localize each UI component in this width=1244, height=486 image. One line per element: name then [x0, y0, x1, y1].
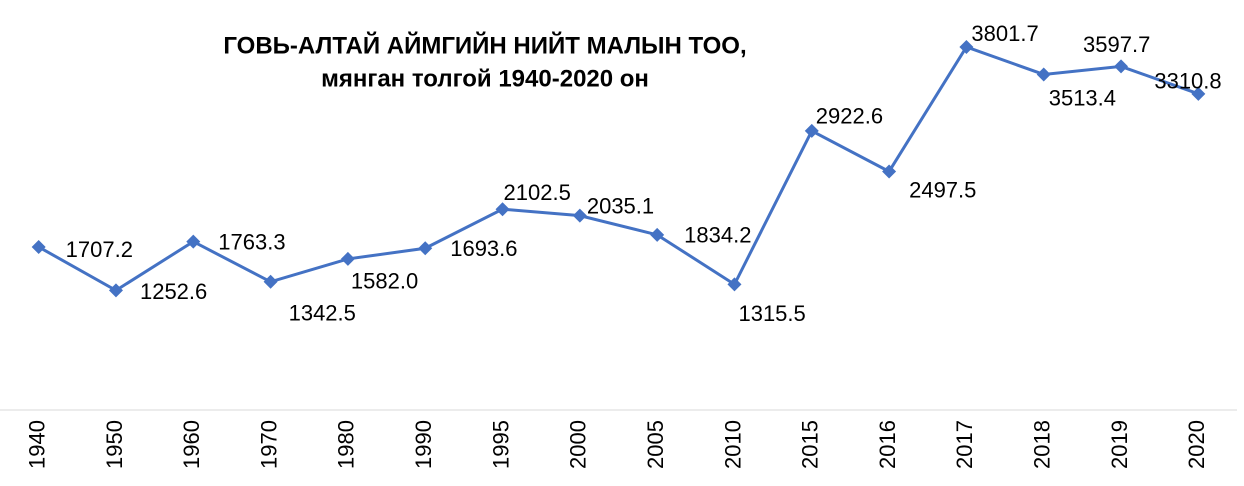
- data-label: 1763.3: [218, 229, 285, 254]
- data-label: 2497.5: [909, 177, 976, 202]
- data-label: 3513.4: [1049, 85, 1116, 110]
- chart-title: ГОВЬ-АЛТАЙ АЙМГИЙН НИЙТ МАЛЫН ТОО,: [223, 31, 746, 59]
- data-label: 1315.5: [738, 301, 805, 326]
- data-label: 3597.7: [1083, 32, 1150, 57]
- x-tick-label: 1940: [24, 420, 49, 469]
- x-tick-label: 2010: [720, 420, 745, 469]
- marker: [418, 241, 433, 256]
- marker: [959, 39, 974, 54]
- marker: [186, 234, 201, 249]
- data-label: 1834.2: [684, 223, 751, 248]
- marker: [495, 202, 510, 217]
- x-tick-label: 2018: [1030, 420, 1055, 469]
- data-label: 3310.8: [1154, 69, 1221, 94]
- x-tick-label: 1980: [334, 420, 359, 469]
- marker: [1191, 86, 1206, 101]
- x-tick-label: 1950: [102, 420, 127, 469]
- marker: [804, 123, 819, 138]
- x-tick-label: 1995: [488, 420, 513, 469]
- data-label: 2102.5: [504, 180, 571, 205]
- data-label: 1693.6: [450, 236, 517, 261]
- marker: [340, 251, 355, 266]
- marker: [1114, 59, 1129, 74]
- data-label: 1342.5: [289, 301, 356, 326]
- x-tick-label: 1990: [411, 420, 436, 469]
- chart-subtitle: мянган толгой 1940-2020 он: [321, 65, 649, 92]
- data-label: 1252.6: [140, 279, 207, 304]
- x-tick-label: 2015: [798, 420, 823, 469]
- marker: [1036, 67, 1051, 82]
- x-tick-label: 2019: [1107, 420, 1132, 469]
- x-tick-label: 2020: [1184, 420, 1209, 469]
- marker: [108, 283, 123, 298]
- x-tick-label: 1960: [179, 420, 204, 469]
- x-tick-label: 1970: [256, 420, 281, 469]
- marker: [31, 239, 46, 254]
- x-tick-label: 2000: [566, 420, 591, 469]
- marker: [263, 274, 278, 289]
- marker: [727, 277, 742, 292]
- marker: [882, 164, 897, 179]
- x-tick-label: 2005: [643, 420, 668, 469]
- data-label: 2922.6: [816, 104, 883, 129]
- data-label: 1582.0: [351, 269, 418, 294]
- data-label: 1707.2: [66, 237, 133, 262]
- marker: [572, 208, 587, 223]
- x-tick-label: 2017: [952, 420, 977, 469]
- x-tick-label: 2016: [875, 420, 900, 469]
- marker: [650, 227, 665, 242]
- series-line: [37, 45, 1199, 293]
- data-label: 3801.7: [971, 21, 1038, 46]
- data-label: 2035.1: [587, 193, 654, 218]
